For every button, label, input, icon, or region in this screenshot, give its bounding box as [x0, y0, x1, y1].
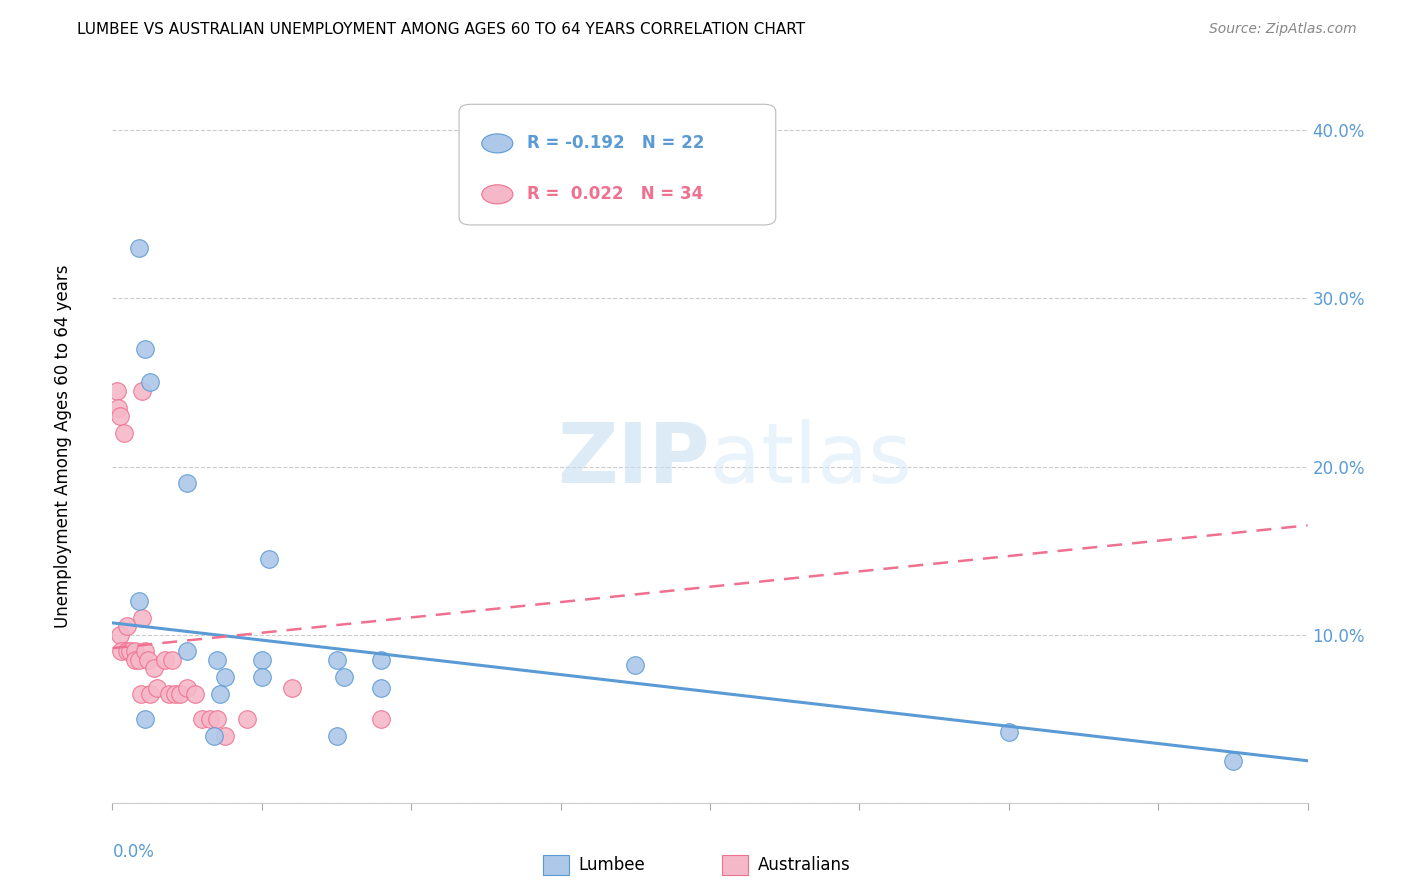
Point — [333, 670, 356, 684]
Point — [176, 476, 198, 491]
Point — [128, 653, 150, 667]
Point — [129, 686, 152, 700]
Point — [124, 644, 146, 658]
Point — [205, 653, 228, 667]
Text: R = -0.192   N = 22: R = -0.192 N = 22 — [527, 135, 704, 153]
Point — [124, 653, 146, 667]
Point — [1222, 754, 1244, 768]
Point — [176, 644, 198, 658]
Point — [214, 729, 236, 743]
Point — [205, 712, 228, 726]
Text: Unemployment Among Ages 60 to 64 years: Unemployment Among Ages 60 to 64 years — [55, 264, 72, 628]
Point — [117, 644, 139, 658]
Text: atlas: atlas — [710, 418, 911, 500]
Text: R =  0.022   N = 34: R = 0.022 N = 34 — [527, 186, 703, 203]
Point — [108, 627, 131, 641]
Point — [114, 425, 135, 440]
FancyBboxPatch shape — [723, 855, 748, 875]
Point — [250, 653, 273, 667]
Point — [157, 686, 180, 700]
Point — [165, 686, 187, 700]
Point — [325, 653, 347, 667]
Point — [250, 670, 273, 684]
Point — [370, 681, 392, 696]
Point — [325, 729, 347, 743]
Point — [191, 712, 214, 726]
Point — [107, 401, 129, 415]
Point — [105, 384, 128, 398]
Point — [624, 657, 647, 672]
Point — [162, 653, 183, 667]
Point — [209, 686, 232, 700]
FancyBboxPatch shape — [458, 104, 776, 225]
Point — [153, 653, 176, 667]
Point — [183, 686, 205, 700]
Point — [128, 241, 150, 255]
Point — [370, 653, 392, 667]
Point — [128, 594, 150, 608]
Point — [259, 552, 281, 566]
Point — [117, 619, 139, 633]
Point — [202, 729, 225, 743]
Point — [110, 644, 132, 658]
Point — [134, 342, 156, 356]
Text: Australians: Australians — [758, 856, 851, 874]
Point — [281, 681, 304, 696]
Point — [198, 712, 221, 726]
Point — [134, 644, 156, 658]
Point — [120, 644, 142, 658]
Text: ZIP: ZIP — [558, 418, 710, 500]
Point — [998, 725, 1021, 739]
Point — [370, 712, 392, 726]
Point — [143, 661, 166, 675]
Point — [139, 376, 162, 390]
Point — [139, 686, 162, 700]
FancyBboxPatch shape — [543, 855, 569, 875]
Point — [176, 681, 198, 696]
Point — [146, 681, 169, 696]
Point — [214, 670, 236, 684]
Text: Source: ZipAtlas.com: Source: ZipAtlas.com — [1209, 22, 1357, 37]
Circle shape — [482, 185, 513, 204]
Point — [236, 712, 259, 726]
Text: LUMBEE VS AUSTRALIAN UNEMPLOYMENT AMONG AGES 60 TO 64 YEARS CORRELATION CHART: LUMBEE VS AUSTRALIAN UNEMPLOYMENT AMONG … — [77, 22, 806, 37]
Point — [169, 686, 191, 700]
Circle shape — [482, 134, 513, 153]
Point — [131, 611, 153, 625]
Text: 0.0%: 0.0% — [112, 843, 155, 861]
Text: Lumbee: Lumbee — [579, 856, 645, 874]
Point — [134, 712, 156, 726]
Point — [138, 653, 160, 667]
Point — [108, 409, 131, 423]
Point — [131, 384, 153, 398]
